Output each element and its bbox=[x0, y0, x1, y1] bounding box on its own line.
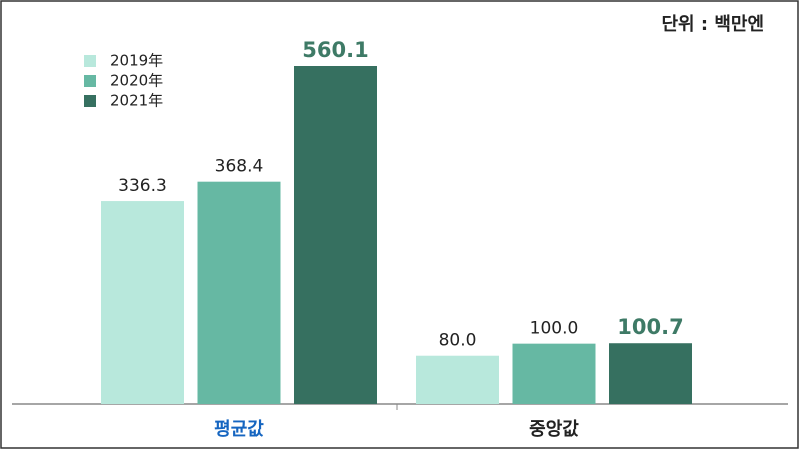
bar bbox=[416, 355, 499, 404]
bar bbox=[609, 343, 692, 404]
value-label: 368.4 bbox=[215, 157, 264, 177]
x-tick-label: 평균값 bbox=[214, 419, 264, 440]
legend-label: 2019年 bbox=[110, 52, 163, 70]
legend-label: 2020年 bbox=[110, 72, 163, 90]
legend-label: 2021年 bbox=[110, 92, 163, 110]
bar bbox=[512, 343, 596, 404]
legend-swatch bbox=[84, 95, 96, 107]
value-label: 560.1 bbox=[302, 38, 368, 62]
value-label: 100.7 bbox=[617, 315, 683, 339]
value-label: 80.0 bbox=[439, 331, 477, 351]
value-label: 100.0 bbox=[530, 319, 579, 339]
legend-swatch bbox=[84, 55, 96, 67]
bar bbox=[101, 201, 184, 404]
x-tick-label: 중앙값 bbox=[529, 419, 579, 440]
bar bbox=[197, 181, 281, 404]
bar bbox=[294, 66, 377, 404]
unit-note: 단위 : 백만엔 bbox=[661, 14, 764, 35]
value-label: 336.3 bbox=[118, 176, 167, 196]
legend-swatch bbox=[84, 75, 96, 87]
